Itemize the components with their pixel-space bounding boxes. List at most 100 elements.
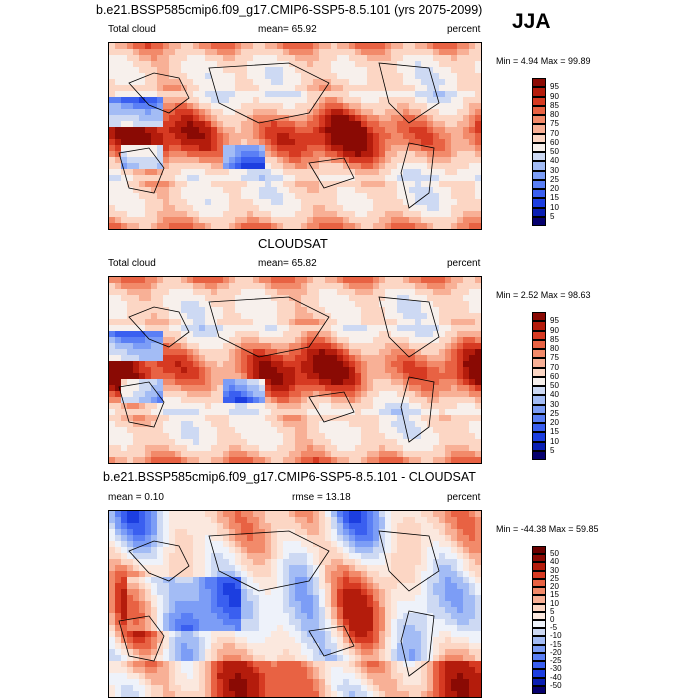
- heatmap-cell: [457, 409, 463, 415]
- heatmap-cell: [265, 133, 271, 139]
- heatmap-cell: [235, 301, 241, 307]
- heatmap-cell: [223, 193, 229, 199]
- heatmap-cell: [127, 547, 133, 553]
- heatmap-cell: [223, 67, 229, 73]
- heatmap-cell: [217, 367, 223, 373]
- heatmap-cell: [307, 193, 313, 199]
- heatmap-cell: [193, 289, 199, 295]
- heatmap-cell: [115, 109, 121, 115]
- heatmap-cell: [205, 331, 211, 337]
- heatmap-cell: [175, 457, 181, 463]
- heatmap-cell: [229, 49, 235, 55]
- heatmap-cell: [145, 565, 151, 571]
- heatmap-cell: [109, 595, 115, 601]
- heatmap-cell: [217, 133, 223, 139]
- heatmap-cell: [445, 403, 451, 409]
- heatmap-cell: [367, 385, 373, 391]
- heatmap-cell: [427, 409, 433, 415]
- heatmap-cell: [343, 451, 349, 457]
- heatmap-cell: [379, 553, 385, 559]
- heatmap-cell: [127, 535, 133, 541]
- heatmap-cell: [283, 427, 289, 433]
- heatmap-cell: [241, 445, 247, 451]
- heatmap-cell: [223, 145, 229, 151]
- heatmap-cell: [235, 157, 241, 163]
- heatmap-cell: [319, 73, 325, 79]
- heatmap-cell: [217, 577, 223, 583]
- heatmap-cell: [385, 361, 391, 367]
- heatmap-cell: [463, 607, 469, 613]
- heatmap-cell: [349, 313, 355, 319]
- heatmap-cell: [223, 529, 229, 535]
- heatmap-cell: [235, 187, 241, 193]
- heatmap-cell: [343, 403, 349, 409]
- heatmap-cell: [247, 577, 253, 583]
- heatmap-cell: [445, 589, 451, 595]
- heatmap-cell: [145, 361, 151, 367]
- heatmap-cell: [247, 313, 253, 319]
- heatmap-cell: [385, 367, 391, 373]
- heatmap-cell: [457, 61, 463, 67]
- heatmap-cell: [151, 601, 157, 607]
- heatmap-cell: [115, 157, 121, 163]
- heatmap-cell: [445, 367, 451, 373]
- heatmap-cell: [115, 325, 121, 331]
- heatmap-cell: [367, 337, 373, 343]
- heatmap-cell: [439, 571, 445, 577]
- heatmap-cell: [187, 583, 193, 589]
- heatmap-cell: [349, 193, 355, 199]
- heatmap-cell: [139, 211, 145, 217]
- heatmap-cell: [307, 217, 313, 223]
- heatmap-cell: [127, 139, 133, 145]
- heatmap-cell: [313, 79, 319, 85]
- heatmap-cell: [151, 283, 157, 289]
- heatmap-cell: [157, 607, 163, 613]
- heatmap-cell: [121, 79, 127, 85]
- heatmap-cell: [457, 421, 463, 427]
- heatmap-cell: [277, 121, 283, 127]
- heatmap-cell: [295, 85, 301, 91]
- heatmap-cell: [217, 73, 223, 79]
- heatmap-cell: [415, 55, 421, 61]
- heatmap-cell: [157, 193, 163, 199]
- heatmap-cell: [115, 277, 121, 283]
- heatmap-cell: [259, 367, 265, 373]
- heatmap-cell: [457, 307, 463, 313]
- heatmap-cell: [229, 535, 235, 541]
- heatmap-cell: [397, 139, 403, 145]
- heatmap-cell: [121, 205, 127, 211]
- heatmap-cell: [451, 331, 457, 337]
- heatmap-cell: [439, 349, 445, 355]
- heatmap-cell: [181, 157, 187, 163]
- heatmap-cell: [289, 223, 295, 229]
- heatmap-cell: [451, 205, 457, 211]
- heatmap-cell: [109, 553, 115, 559]
- heatmap-cell: [217, 421, 223, 427]
- heatmap-cell: [451, 67, 457, 73]
- heatmap-cell: [343, 529, 349, 535]
- coastline: [128, 72, 190, 114]
- heatmap-cell: [385, 433, 391, 439]
- heatmap-cell: [139, 385, 145, 391]
- heatmap-cell: [367, 355, 373, 361]
- heatmap-cell: [139, 175, 145, 181]
- heatmap-cell: [139, 133, 145, 139]
- heatmap-cell: [169, 133, 175, 139]
- colorbar-box: [532, 124, 546, 134]
- heatmap-cell: [253, 529, 259, 535]
- heatmap-cell: [367, 55, 373, 61]
- heatmap-cell: [409, 151, 415, 157]
- heatmap-cell: [145, 301, 151, 307]
- heatmap-cell: [151, 175, 157, 181]
- heatmap-cell: [163, 169, 169, 175]
- heatmap-cell: [121, 331, 127, 337]
- heatmap-cell: [457, 103, 463, 109]
- heatmap-cell: [331, 589, 337, 595]
- heatmap-cell: [355, 91, 361, 97]
- heatmap-cell: [349, 373, 355, 379]
- heatmap-cell: [169, 115, 175, 121]
- heatmap-cell: [313, 559, 319, 565]
- heatmap-cell: [187, 379, 193, 385]
- heatmap-cell: [397, 511, 403, 517]
- heatmap-cell: [295, 577, 301, 583]
